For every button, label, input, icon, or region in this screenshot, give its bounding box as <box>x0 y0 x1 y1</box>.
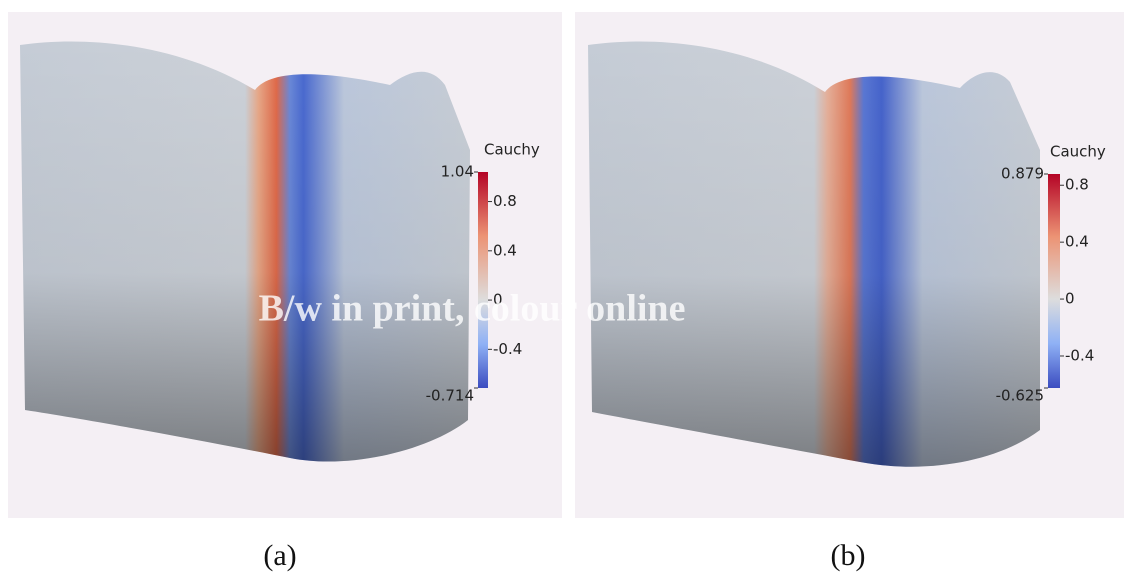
colorbar-title: Cauchy <box>1050 143 1106 161</box>
colorbar-tick-label: -0.4 <box>1065 346 1094 364</box>
figure: Cauchy 1.04 -0.714 0.8 0.4 0 -0.4 (a) Cauchy 0.87… <box>0 0 1124 577</box>
watermark: B/w in print, colour online <box>259 288 686 330</box>
colorbar-max-label: 1.04 <box>441 163 474 181</box>
colorbar <box>1048 174 1060 388</box>
colorbar-tick-label: 0.4 <box>1065 233 1089 251</box>
surface <box>588 41 1040 466</box>
colorbar-tick-label: 0 <box>1065 290 1075 308</box>
colorbar-tick-label: -0.4 <box>493 340 522 358</box>
colorbar-tick-label: 0.8 <box>493 192 517 210</box>
caption: (b) <box>831 539 866 572</box>
colorbar-tick-label: 0.8 <box>1065 176 1089 194</box>
surface <box>20 41 470 461</box>
caption: (a) <box>263 539 296 572</box>
colorbar-max-label: 0.879 <box>1001 165 1044 183</box>
colorbar-min-label: -0.714 <box>426 387 474 405</box>
colorbar-tick-label: 0.4 <box>493 241 517 259</box>
colorbar-min-label: -0.625 <box>996 387 1044 405</box>
colorbar-title: Cauchy <box>484 141 540 159</box>
colorbar <box>478 172 488 388</box>
